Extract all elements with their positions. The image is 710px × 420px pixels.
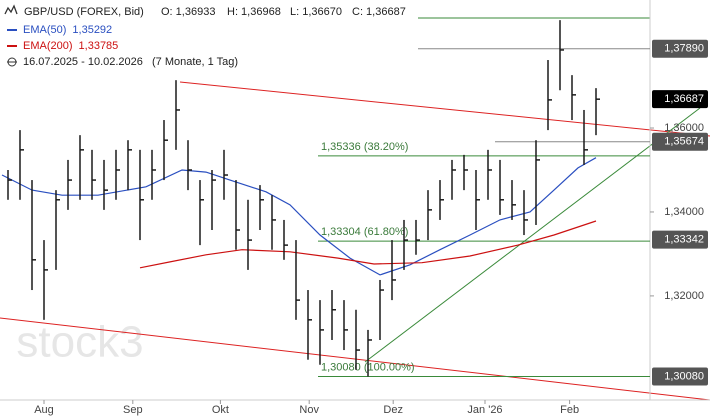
trend-line: [179, 81, 710, 137]
ema-line: [1, 157, 597, 276]
level-label: 1,36687: [664, 93, 704, 105]
x-tick-label: Sep: [123, 404, 143, 416]
title: GBP/USD (FOREX, Bid): [24, 6, 144, 18]
period: 16.07.2025 - 10.02.2026: [23, 56, 143, 68]
x-tick-label: Dez: [383, 404, 403, 416]
ohlc-low: L: 1,36670: [290, 6, 342, 18]
level-label: 1,35674: [664, 136, 704, 148]
level-box: [652, 90, 708, 109]
x-tick-label: Feb: [560, 404, 579, 416]
level-label: 1,33342: [664, 233, 704, 245]
level-box: [652, 367, 708, 386]
level-box: [652, 39, 708, 58]
level-label: 1,37890: [664, 43, 704, 55]
legend-value: 1,35292: [72, 24, 112, 36]
y-tick-label: 1,36000: [664, 122, 704, 134]
legend-name: EMA(50): [23, 24, 66, 36]
x-tick-label: Okt: [212, 404, 229, 416]
level-box: [652, 230, 708, 249]
legend-name: EMA(200): [23, 40, 73, 52]
ema-line: [139, 220, 597, 269]
header: GBP/USD (FOREX, Bid) O: 1,36933 H: 1,369…: [4, 4, 406, 68]
x-tick-label: Nov: [299, 404, 319, 416]
trend-line: [364, 107, 701, 363]
icon: [4, 4, 18, 15]
period-note: (7 Monate, 1 Tag): [152, 56, 238, 68]
y-tick-label: 1,34000: [664, 206, 704, 218]
watermark: stock3: [16, 318, 143, 367]
fib-label: 1,33304 (61.80%): [321, 226, 408, 238]
ohlc-open: O: 1,36933: [161, 6, 215, 18]
x-tick-label: Aug: [34, 404, 54, 416]
x-tick-label: Jan '26: [467, 404, 502, 416]
y-tick-label: 1,32000: [664, 290, 704, 302]
ohlc-close: C: 1,36687: [352, 6, 406, 18]
fib-label: 1,35336 (38.20%): [321, 141, 408, 153]
plot: 1,36000 1,34000 1,32000 Aug Sep Okt Nov Dez Jan …: [1, 20, 708, 416]
icon: [7, 57, 17, 67]
level-box: [652, 132, 708, 151]
trend-line: [0, 317, 710, 401]
ohlc-high: H: 1,36968: [227, 6, 281, 18]
level-label: 1,30080: [664, 370, 704, 382]
legend-value: 1,33785: [79, 40, 119, 52]
